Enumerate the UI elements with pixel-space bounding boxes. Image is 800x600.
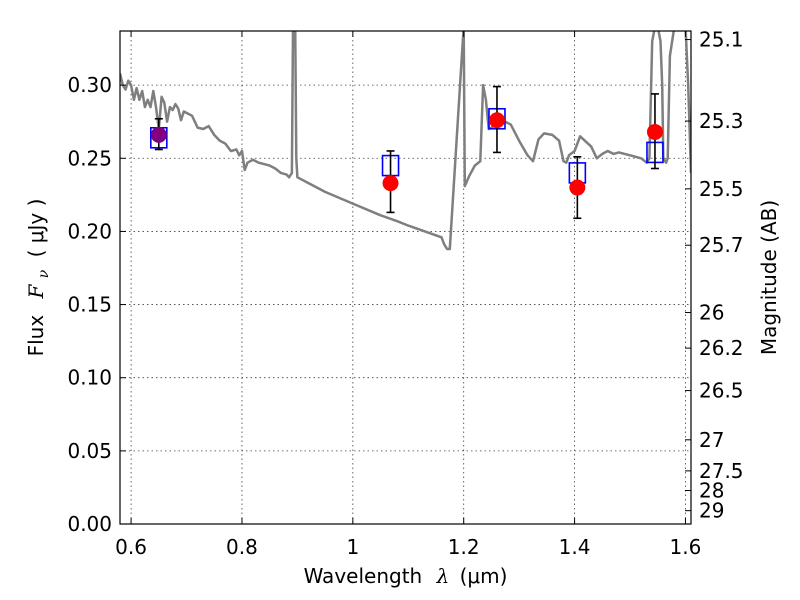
magnitude-tick-label: 27.5 [699,459,744,483]
magnitude-tick-label: 25.7 [699,233,744,257]
x-tick-label: 0.8 [226,535,258,559]
magnitude-tick-label: 25.5 [699,177,744,201]
magnitude-tick-label: 26.2 [699,336,744,360]
spectrum-line [120,31,691,251]
y-tick-label: 0.20 [67,219,112,243]
x-tick-label: 1 [346,535,359,559]
y-tick-label: 0.00 [67,512,112,536]
x-axis-title-unit: (μm) [460,564,508,588]
magnitude-tick-label: 28 [699,478,724,502]
observed-point [150,126,167,143]
y-axis-title-unit: ( μJy ) [24,199,48,258]
y-axis-title-prefix: Flux [24,315,48,357]
observed-layer [150,112,663,196]
magnitude-tick-label: 26 [699,301,724,325]
grid [120,31,691,525]
y-tick-label: 0.25 [67,146,112,170]
x-tick-label: 1.2 [448,535,480,559]
y-tick-label: 0.10 [67,366,112,390]
observed-point [569,179,586,196]
x-tick-label: 1.4 [559,535,591,559]
observed-point [382,175,399,192]
x-tick-label: 0.6 [115,535,147,559]
x-axis: 0.6 0.8 1 1.2 1.4 1.6 [115,31,701,559]
observed-point [646,123,663,140]
magnitude-axis-title: Magnitude (AB) [757,200,781,355]
x-tick-label: 1.6 [670,535,702,559]
magnitude-tick-label: 27 [699,428,724,452]
magnitude-tick-label: 29 [699,499,724,523]
errorbar-layer [154,85,659,220]
magnitude-tick-label: 26.5 [699,379,744,403]
x-axis-title-prefix: Wavelength [304,564,423,588]
y-axis-title: Flux F ν ( μJy ) [24,199,53,357]
y-tick-label: 0.15 [67,293,112,317]
spectrum-layer [120,31,691,251]
y-axis: 0.00 0.05 0.10 0.15 0.20 0.25 0.30 [67,73,126,536]
magnitude-tick-label: 25.1 [699,28,744,52]
plot-frame [119,30,692,525]
observed-point [488,112,505,129]
y-tick-label: 0.05 [67,439,112,463]
y-tick-label: 0.30 [67,73,112,97]
y-axis-title-subscript: ν [36,269,52,278]
x-axis-title-symbol: λ [436,564,450,588]
magnitude-tick-label: 25.3 [699,109,744,133]
x-axis-title: Wavelength λ (μm) [304,564,508,588]
y-axis-title-symbol: F [24,283,48,299]
